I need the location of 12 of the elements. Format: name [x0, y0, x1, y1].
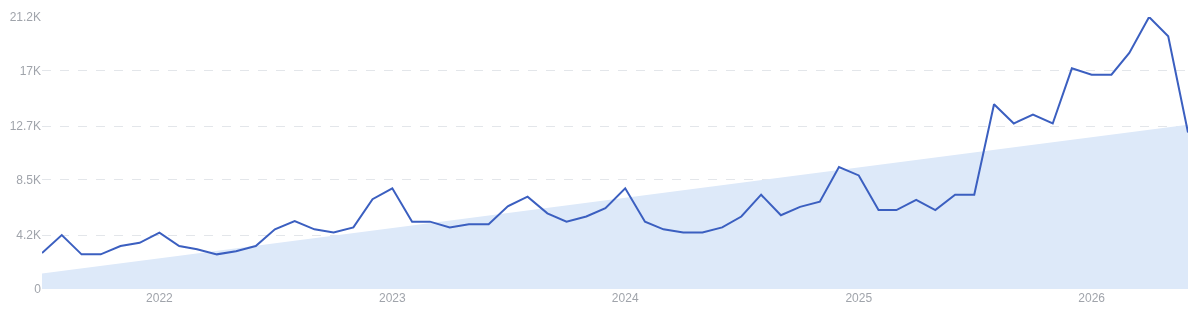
x-tick-label: 2023	[378, 291, 406, 305]
y-tick-label: 4.2K	[16, 228, 41, 243]
y-tick-label: 12.7K	[9, 119, 41, 134]
y-tick-label: 21.2K	[9, 10, 41, 25]
x-tick-label: 2025	[845, 291, 873, 305]
y-tick-label: 17K	[19, 64, 41, 79]
line-series	[42, 17, 1188, 256]
x-tick-label: 2026	[1078, 291, 1106, 305]
y-tick-label: 8.5K	[16, 173, 41, 188]
y-tick-label: 0	[34, 282, 42, 297]
x-tick-label: 2024	[611, 291, 639, 305]
x-tick-label: 2022	[146, 291, 174, 305]
